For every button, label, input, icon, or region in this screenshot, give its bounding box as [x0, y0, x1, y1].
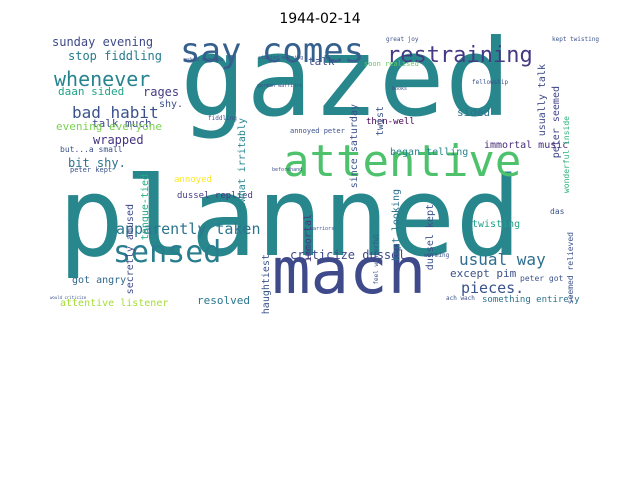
- cloud-word: stop fiddling: [68, 49, 162, 63]
- cloud-word: rages: [143, 85, 180, 99]
- cloud-word: then-well: [366, 117, 415, 127]
- cloud-word: bad habit: [72, 103, 159, 122]
- cloud-word: peter kept: [70, 166, 113, 174]
- cloud-word: somewhat irritably: [237, 118, 248, 227]
- cloud-word: great joy: [386, 36, 419, 43]
- cloud-word: except pim: [450, 267, 517, 280]
- cloud-word: mach: [272, 235, 427, 309]
- cloud-word: since saturday: [349, 104, 360, 189]
- cloud-word: shy.: [159, 99, 184, 110]
- cloud-word: pieces.: [461, 279, 525, 297]
- cloud-word: sided: [457, 106, 491, 119]
- cloud-word: books: [392, 86, 408, 92]
- cloud-word: usually talk: [537, 64, 548, 137]
- cloud-word: dussel replied: [177, 191, 253, 201]
- cloud-word: sensed: [113, 235, 222, 270]
- cloud-word: annoyed: [174, 175, 212, 185]
- cloud-word: sunday evening: [52, 35, 154, 49]
- cloud-word: talk much: [92, 117, 152, 130]
- cloud-word: fiddling: [208, 115, 237, 122]
- cloud-word: feel wonderful: [373, 234, 380, 285]
- cloud-word: started warning: [258, 55, 304, 61]
- cloud-word: resolved: [197, 294, 250, 307]
- cloud-word: haughtiest: [261, 254, 272, 314]
- word-cloud: gazed planned mach attentive say comes sensed…: [40, 34, 600, 314]
- cloud-word: attentive listener: [60, 298, 169, 309]
- cloud-word: warming: [424, 252, 450, 259]
- cloud-word: bit shy.: [68, 156, 126, 170]
- cloud-word: german warriors: [257, 83, 303, 89]
- cloud-word: warriors: [310, 226, 335, 232]
- cloud-word: something entirely: [482, 295, 580, 305]
- cloud-word: say comes: [180, 34, 365, 71]
- cloud-word: kept twisting: [552, 36, 599, 43]
- cloud-word: daan sided: [58, 85, 125, 98]
- chart-title: 1944-02-14: [279, 11, 361, 27]
- cloud-word: wrapped: [93, 133, 144, 147]
- cloud-word: kept looking: [391, 189, 402, 262]
- cloud-word: but...a small: [60, 145, 123, 154]
- cloud-word: tongue-tied: [140, 174, 151, 241]
- cloud-word: immortal music: [484, 140, 569, 151]
- cloud-word: criticize dussel: [290, 248, 406, 262]
- cloud-word: began telling: [390, 147, 469, 158]
- cloud-word: peter got: [520, 274, 564, 283]
- cloud-word: ach wach: [446, 295, 475, 302]
- cloud-word: evening everyone: [56, 120, 162, 133]
- cloud-word: would criticize: [50, 295, 87, 300]
- cloud-word: soon realised: [364, 60, 419, 68]
- cloud-word: immortal: [303, 214, 314, 263]
- cloud-word: seemed relieved: [566, 232, 575, 305]
- cloud-word: twist: [375, 106, 386, 137]
- cloud-word: planned: [58, 153, 522, 281]
- cloud-word: attentive: [283, 136, 522, 187]
- cloud-word: whenever: [54, 67, 151, 91]
- cloud-word: beforehand: [272, 167, 303, 173]
- cloud-word: twisting: [472, 219, 521, 230]
- cloud-word: talk: [308, 55, 335, 68]
- cloud-word: asked somehow: [184, 57, 224, 63]
- cloud-word: secretly amused: [125, 204, 136, 295]
- cloud-word: annoyed peter: [290, 127, 345, 135]
- cloud-word: das: [550, 207, 565, 216]
- cloud-word: wonderful inside: [562, 116, 571, 194]
- cloud-word: usual way: [459, 250, 546, 269]
- cloud-word: dussel kept: [425, 204, 436, 271]
- cloud-word: got angry: [72, 275, 127, 286]
- cloud-word: restraining: [387, 43, 533, 68]
- cloud-word: gazed: [180, 34, 512, 141]
- cloud-word: fellowship: [472, 79, 509, 86]
- cloud-word: apparently taken: [116, 220, 261, 238]
